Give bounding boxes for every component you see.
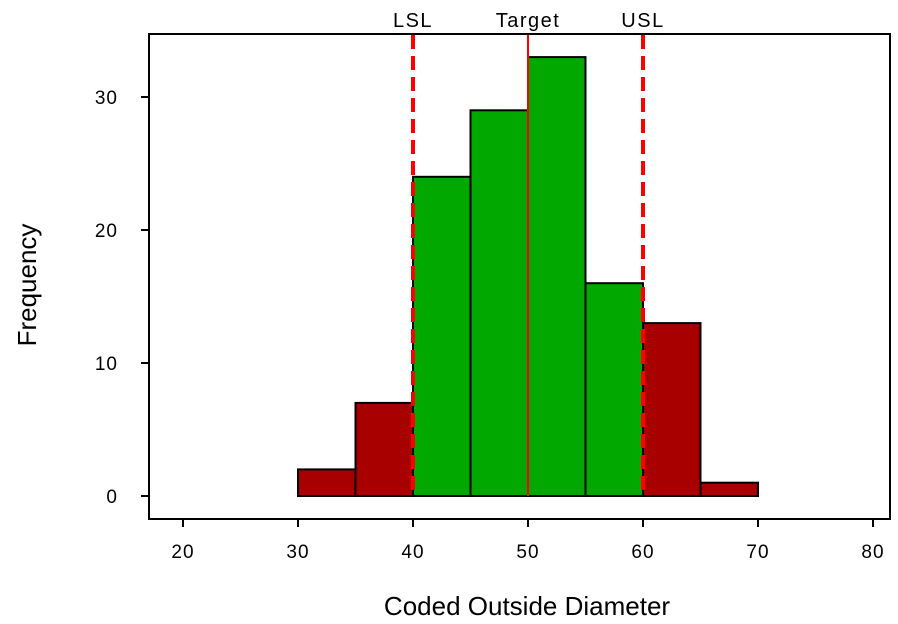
y-axis-ticks: 0 10 20 30 — [95, 88, 149, 508]
histogram-bar — [297, 468, 357, 497]
x-tick-label: 30 — [286, 542, 309, 563]
histogram-bar — [527, 56, 587, 497]
y-tick-label: 20 — [95, 221, 118, 242]
x-tick-label: 60 — [631, 542, 654, 563]
x-axis-title: Coded Outside Diameter — [384, 591, 670, 621]
histogram-bar — [642, 322, 702, 497]
y-tick-label: 30 — [95, 88, 118, 109]
histogram-bar — [354, 401, 414, 497]
y-tick-label: 10 — [95, 354, 118, 375]
histogram-bar — [584, 282, 644, 498]
y-axis-title: Frequency — [12, 224, 42, 347]
x-axis-ticks: 20 30 40 50 60 70 80 — [171, 519, 884, 563]
x-tick-label: 20 — [171, 542, 194, 563]
histogram-bar — [469, 109, 529, 498]
x-tick-label: 80 — [861, 542, 884, 563]
histogram-bars — [297, 56, 759, 498]
reference-label-target: Target — [496, 10, 561, 32]
histogram-bar — [412, 175, 472, 498]
x-tick-label: 40 — [401, 542, 424, 563]
spec-reference-lines: LSL Target USL — [393, 10, 664, 496]
reference-label-lsl: LSL — [393, 10, 433, 32]
y-tick-label: 0 — [106, 487, 118, 508]
x-tick-label: 50 — [516, 542, 539, 563]
x-tick-label: 70 — [746, 542, 769, 563]
histogram-bar — [699, 481, 759, 498]
reference-label-usl: USL — [621, 10, 664, 32]
